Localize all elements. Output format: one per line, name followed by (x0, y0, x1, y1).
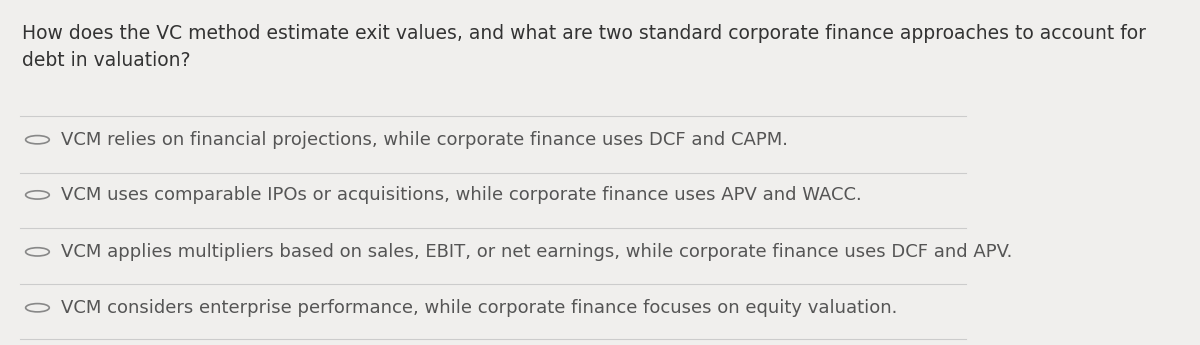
Circle shape (25, 304, 49, 312)
Text: VCM relies on financial projections, while corporate finance uses DCF and CAPM.: VCM relies on financial projections, whi… (61, 131, 788, 149)
Text: VCM uses comparable IPOs or acquisitions, while corporate finance uses APV and W: VCM uses comparable IPOs or acquisitions… (61, 186, 862, 204)
Circle shape (25, 136, 49, 144)
Text: How does the VC method estimate exit values, and what are two standard corporate: How does the VC method estimate exit val… (22, 24, 1146, 70)
Text: VCM applies multipliers based on sales, EBIT, or net earnings, while corporate f: VCM applies multipliers based on sales, … (61, 243, 1013, 261)
Text: VCM considers enterprise performance, while corporate finance focuses on equity : VCM considers enterprise performance, wh… (61, 299, 898, 317)
Circle shape (25, 248, 49, 256)
Circle shape (25, 191, 49, 199)
